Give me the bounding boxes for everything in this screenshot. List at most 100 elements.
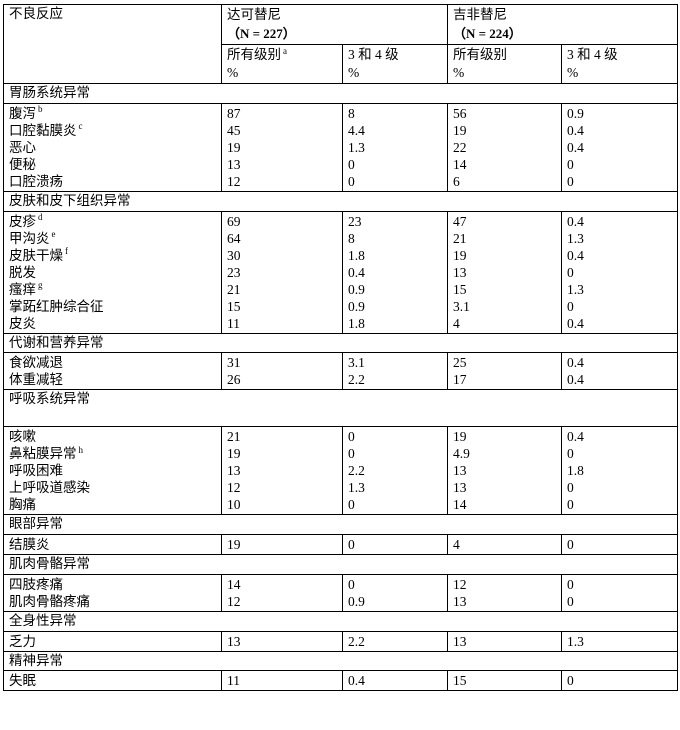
header-subcolumn-unit-2: %	[453, 65, 465, 81]
header-subcolumn-2: 所有级别%	[447, 44, 563, 85]
table-cell-value: 0	[348, 576, 355, 592]
data-cell-col-g-34: 0.4 1.3 0.4 0 1.3 0 0.4	[561, 210, 679, 334]
table-cell-value: 47	[453, 213, 467, 229]
table-row-label: 失眠	[9, 672, 221, 689]
reaction-name: 呼吸困难	[9, 463, 63, 479]
data-cell-col-d-all: 31 26	[221, 352, 343, 391]
section-header-row: 肌肉骨骼异常	[2, 554, 679, 575]
reaction-name: 结膜炎	[9, 537, 50, 553]
table-cell-value: 23	[227, 264, 241, 280]
table-cell-value: 10	[227, 497, 241, 513]
table-cell-value: 0.4	[348, 264, 365, 280]
data-cell-col-g-all: 56 19 22 14 6	[447, 102, 563, 192]
data-cell-col-g-34: 0	[561, 670, 679, 692]
section-title: 代谢和营养异常	[2, 332, 679, 354]
table-row-label: 咳嗽	[9, 428, 221, 445]
table-cell-value: 0	[348, 156, 355, 172]
table-cell-value: 2.2	[348, 463, 365, 479]
section-title: 全身性异常	[2, 610, 679, 632]
data-cell-col-g-all: 15	[447, 670, 563, 692]
table-cell-value: 69	[227, 213, 241, 229]
section-header-row: 眼部异常	[2, 514, 679, 536]
table-cell-value: 0.9	[348, 281, 365, 297]
table-cell-value: 8	[348, 230, 355, 246]
header-drug-n-1: （N = 224）	[453, 25, 522, 41]
header-adverse-reaction: 不良反应	[3, 3, 222, 85]
table-cell-value: 0.9	[567, 105, 584, 121]
table-row-label: 口腔溃疡	[9, 173, 221, 190]
data-cell-col-d-all: 69 64 30 23 21 15 11	[221, 210, 343, 334]
table-row-label: 皮炎	[9, 315, 221, 332]
data-cell-col-ae: 咳嗽 鼻粘膜异常 h 呼吸困难 上呼吸道感染 胸痛	[3, 426, 222, 516]
data-cell-col-d-34: 8 4.4 1.3 0 0	[341, 102, 449, 192]
data-cell-col-d-all: 13	[221, 630, 343, 652]
table-cell-value: 26	[227, 372, 241, 388]
section-header-row: 皮肤和皮下组织异常	[2, 190, 679, 212]
reaction-footnote: f	[65, 246, 68, 257]
header-subcolumn-label-2: 所有级别	[453, 47, 508, 63]
table-cell-value: 13	[453, 480, 467, 496]
header-subcolumn-0: 所有级别 a%	[221, 44, 343, 85]
header-subcolumn-3: 3 和 4 级%	[561, 44, 679, 85]
table-cell-value: 4.4	[348, 122, 365, 138]
section-title: 精神异常	[2, 650, 679, 672]
table-cell-value: 64	[227, 230, 241, 246]
table-cell-value: 11	[227, 673, 240, 689]
table-cell-value: 56	[453, 105, 467, 121]
table-cell-value: 14	[453, 156, 467, 172]
table-row-label: 呼吸困难	[9, 462, 221, 479]
header-subcolumn-label-3: 3 和 4 级	[567, 47, 618, 63]
table-cell-value: 21	[227, 281, 241, 297]
reaction-footnote: g	[38, 280, 43, 291]
table-cell-value: 0	[567, 673, 574, 689]
table-cell-value: 0	[348, 173, 355, 189]
table-cell-value: 0	[567, 446, 574, 462]
reaction-name: 掌跖红肿综合征	[9, 298, 104, 314]
table-cell-value: 12	[227, 173, 241, 189]
section-header-row: 代谢和营养异常	[2, 332, 679, 354]
reaction-name: 口腔黏膜炎	[9, 122, 77, 138]
table-cell-value: 0	[567, 264, 574, 280]
reaction-name: 四肢疼痛	[9, 576, 63, 592]
table-cell-value: 0.4	[348, 673, 365, 689]
section-title: 眼部异常	[2, 514, 679, 536]
data-cell-col-d-34: 0.4	[341, 670, 449, 692]
table-row-label: 结膜炎	[9, 536, 221, 553]
table-cell-value: 15	[453, 673, 467, 689]
table-cell-value: 30	[227, 247, 241, 263]
table-row-label: 胸痛	[9, 496, 221, 513]
table-cell-value: 15	[453, 281, 467, 297]
table-cell-value: 0	[348, 429, 355, 445]
table-row-label: 便秘	[9, 156, 221, 173]
section-data-row: 咳嗽 鼻粘膜异常 h 呼吸困难 上呼吸道感染 胸痛 21 19 13 12 10 0 0 2.2 1.3 0 1…	[3, 426, 679, 516]
header-drug-group-1: 吉非替尼 （N = 224）	[447, 3, 679, 46]
reaction-name: 体重减轻	[9, 372, 63, 388]
data-cell-col-g-34: 0.9 0.4 0.4 0 0	[561, 102, 679, 192]
table-cell-value: 1.3	[567, 230, 584, 246]
table-row-label: 皮疹 d	[9, 213, 221, 230]
section-data-row: 四肢疼痛 肌肉骨骼疼痛 14 12 0 0.9 12 13 0 0	[3, 573, 679, 612]
table-cell-value: 0	[567, 173, 574, 189]
table-row-label: 甲沟炎 e	[9, 230, 221, 247]
header-ae-label: 不良反应	[9, 6, 63, 21]
table-cell-value: 13	[453, 463, 467, 479]
reaction-name: 瘙痒	[9, 281, 36, 297]
header-drug-name-1: 吉非替尼	[453, 7, 508, 22]
data-cell-col-g-34: 0	[561, 534, 679, 556]
section-header-row: 精神异常	[2, 650, 679, 672]
table-cell-value: 19	[453, 429, 467, 445]
table-row-label: 瘙痒 g	[9, 281, 221, 298]
reaction-name: 鼻粘膜异常	[9, 446, 77, 462]
header-subcolumn-1: 3 和 4 级%	[341, 44, 449, 85]
data-cell-col-d-all: 87 45 19 13 12	[221, 102, 343, 192]
table-cell-value: 0.4	[567, 139, 584, 155]
header-subcolumn-unit-0: %	[227, 65, 239, 81]
table-cell-value: 3.1	[453, 298, 470, 314]
table-cell-value: 23	[348, 213, 362, 229]
reaction-name: 皮肤干燥	[9, 247, 63, 263]
table-cell-value: 0	[348, 497, 355, 513]
section-data-row: 乏力 13 2.2 13 1.3	[3, 630, 679, 652]
table-cell-value: 4	[453, 537, 460, 553]
table-cell-value: 31	[227, 355, 241, 371]
